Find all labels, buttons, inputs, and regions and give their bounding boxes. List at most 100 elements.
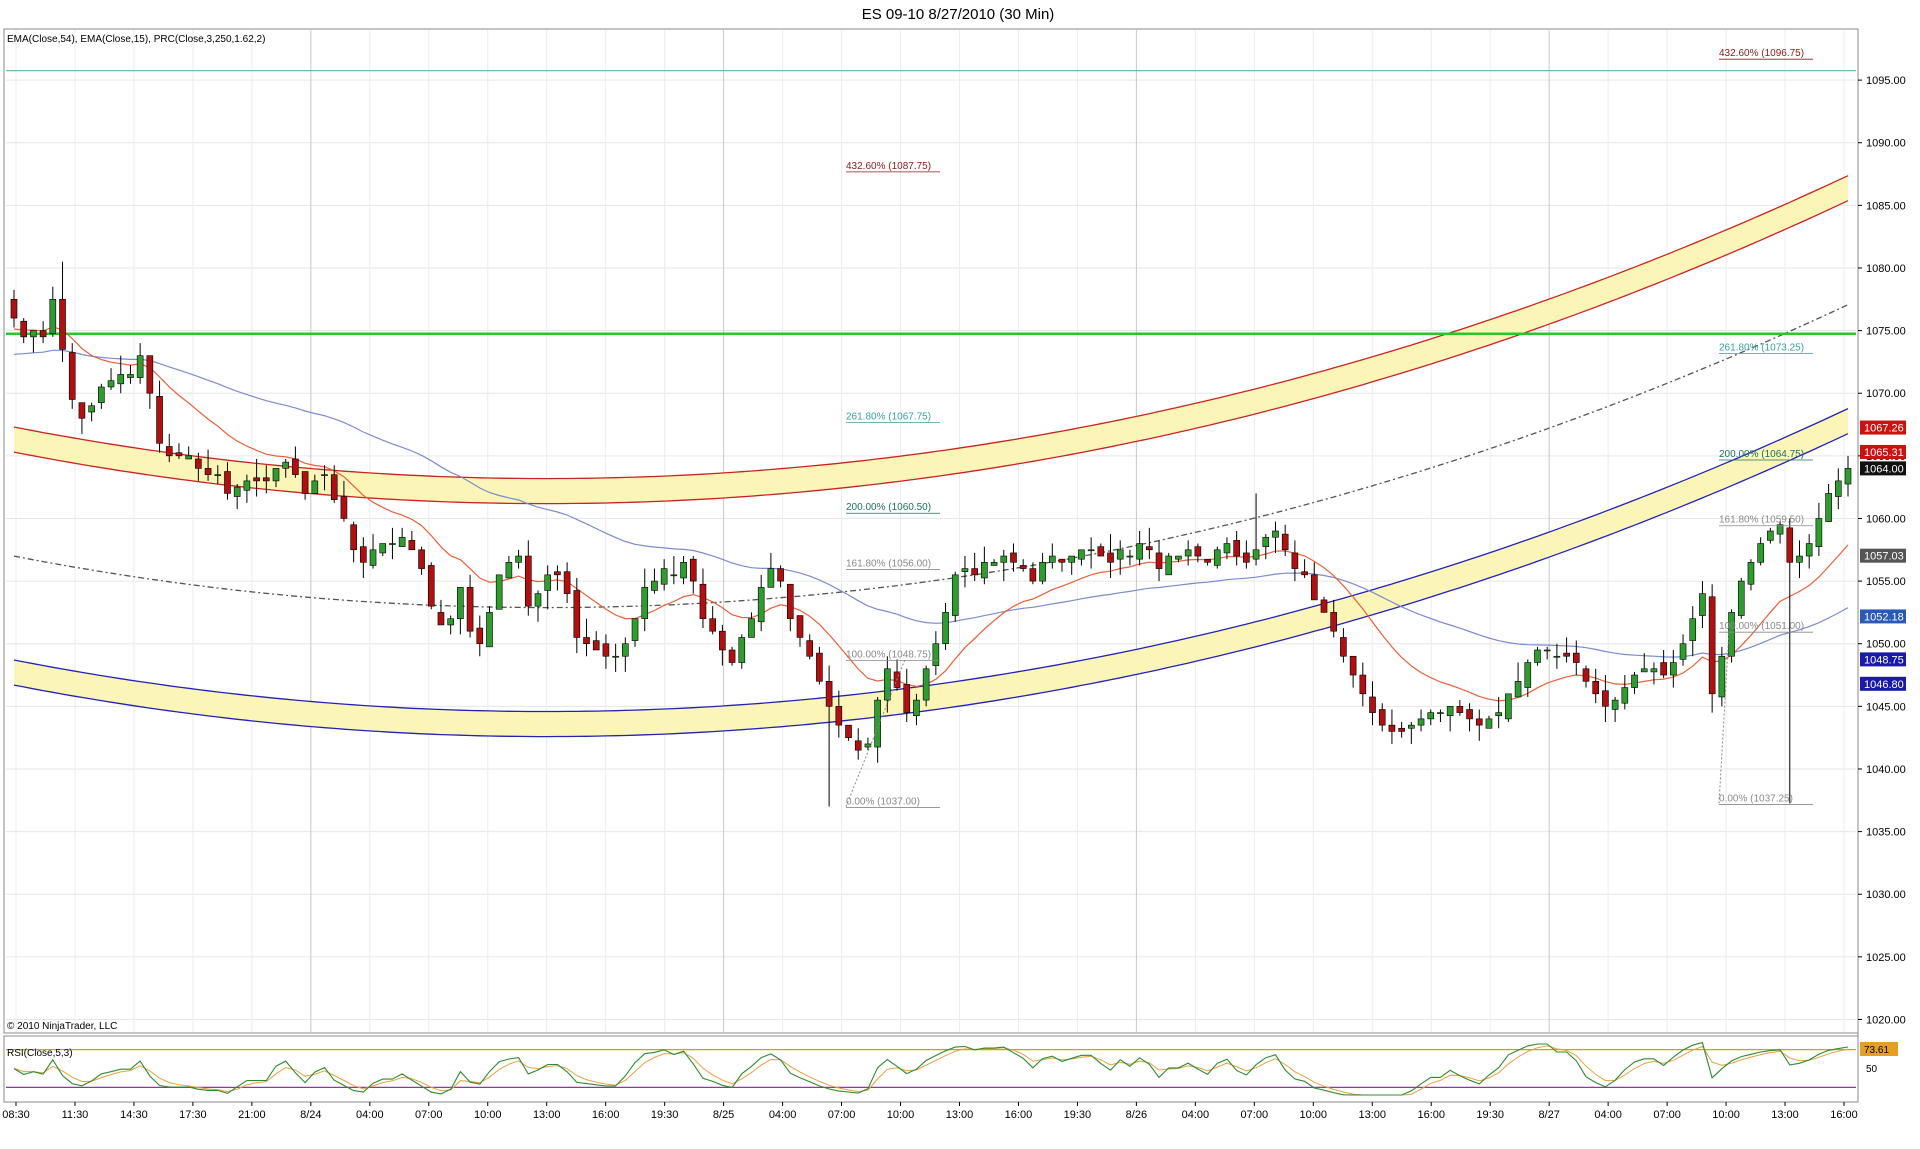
up-candle bbox=[1844, 468, 1852, 485]
lower-band-outer bbox=[13, 433, 1849, 738]
down-candle bbox=[816, 652, 823, 682]
y-tick-label: 1055.00 bbox=[1866, 576, 1906, 588]
rsi-plot bbox=[6, 1041, 1856, 1096]
down-candle bbox=[796, 615, 804, 638]
down-candle bbox=[78, 402, 86, 419]
up-candle bbox=[495, 574, 503, 610]
x-tick-label: 8/26 bbox=[1126, 1109, 1147, 1121]
up-candle bbox=[98, 386, 105, 403]
price-badge-text: 1057.03 bbox=[1864, 551, 1904, 563]
down-candle bbox=[476, 627, 484, 645]
up-candle bbox=[447, 618, 454, 626]
prc-midline bbox=[13, 304, 1849, 609]
x-tick-label: 16:00 bbox=[1830, 1109, 1858, 1121]
down-candle bbox=[1786, 527, 1794, 563]
down-candle bbox=[1029, 568, 1037, 582]
x-tick-label: 19:30 bbox=[651, 1109, 679, 1121]
lower-band-inner bbox=[13, 408, 1849, 713]
down-candle bbox=[165, 446, 173, 457]
up-candle bbox=[117, 374, 125, 385]
down-candle bbox=[253, 477, 260, 482]
up-candle bbox=[922, 668, 930, 701]
up-candle bbox=[660, 568, 668, 585]
x-tick-label: 13:00 bbox=[1358, 1109, 1386, 1121]
fib-label: 161.80% (1056.00) bbox=[846, 559, 931, 570]
y-tick-label: 1040.00 bbox=[1866, 764, 1906, 776]
fib-label: 161.80% (1059.50) bbox=[1719, 515, 1804, 526]
y-axis: 1095.00 1090.00 1085.00 1080.00 1075.00 1070.… bbox=[1858, 75, 1906, 1026]
down-candle bbox=[825, 680, 833, 707]
rsi-panel[interactable] bbox=[3, 1035, 1859, 1103]
horizontal-lines bbox=[6, 70, 1856, 335]
down-candle bbox=[806, 640, 814, 657]
down-candle bbox=[68, 352, 76, 400]
down-candle bbox=[340, 496, 348, 519]
ema54-line bbox=[13, 349, 1849, 658]
up-candle bbox=[651, 580, 658, 591]
up-candle bbox=[127, 374, 134, 378]
down-candle bbox=[1097, 546, 1105, 557]
up-candle bbox=[214, 474, 222, 476]
x-tick-label: 19:30 bbox=[1476, 1109, 1504, 1121]
up-candle bbox=[1048, 555, 1056, 563]
up-candle bbox=[1543, 649, 1551, 652]
down-candle bbox=[573, 590, 581, 638]
price-badge-text: 1065.31 bbox=[1864, 447, 1904, 459]
down-candle bbox=[427, 565, 435, 607]
down-candle bbox=[408, 540, 416, 551]
upper-band-inner bbox=[13, 200, 1849, 505]
down-candle bbox=[1466, 709, 1473, 720]
rsi-level-label: 50 bbox=[1866, 1064, 1878, 1075]
down-candle bbox=[1369, 696, 1376, 713]
up-candle bbox=[1437, 712, 1444, 714]
up-candle bbox=[1679, 643, 1687, 660]
down-candle bbox=[1058, 558, 1066, 563]
up-candle bbox=[1252, 549, 1260, 560]
x-tick-label: 07:00 bbox=[828, 1109, 856, 1121]
down-candle bbox=[466, 587, 474, 632]
x-tick-label: 14:30 bbox=[120, 1109, 148, 1121]
down-candle bbox=[1204, 558, 1211, 563]
fib-label: 261.80% (1067.75) bbox=[846, 411, 931, 422]
up-candle bbox=[398, 536, 406, 547]
fib-anchor-line bbox=[1718, 631, 1730, 804]
up-candle bbox=[757, 587, 765, 623]
down-candle bbox=[204, 468, 212, 475]
rsi-value-badge-bg bbox=[1860, 1042, 1898, 1056]
down-candle bbox=[146, 355, 154, 394]
x-tick-label: 07:00 bbox=[1653, 1109, 1681, 1121]
down-candle bbox=[1388, 724, 1396, 732]
up-candle bbox=[88, 405, 95, 413]
up-candle bbox=[369, 549, 377, 566]
down-candle bbox=[224, 471, 231, 494]
down-candle bbox=[1378, 709, 1386, 726]
x-tick-label: 19:30 bbox=[1064, 1109, 1092, 1121]
down-candle bbox=[903, 684, 911, 713]
up-candle bbox=[884, 668, 891, 701]
price-badge-text: 1052.18 bbox=[1864, 611, 1904, 623]
down-candle bbox=[709, 618, 716, 632]
down-candle bbox=[1602, 690, 1609, 707]
up-candle bbox=[107, 380, 115, 388]
down-candle bbox=[1233, 540, 1240, 557]
up-candle bbox=[1767, 530, 1774, 541]
up-candle bbox=[641, 587, 649, 619]
up-candle bbox=[1757, 543, 1764, 563]
down-candle bbox=[786, 583, 794, 619]
up-candle bbox=[874, 699, 881, 748]
up-candle bbox=[1737, 580, 1745, 616]
up-candle bbox=[631, 618, 639, 641]
down-candle bbox=[1291, 552, 1299, 569]
x-axis: 08:30 11:30 14:30 17:30 21:00 8/24 04:00 07:00 1… bbox=[2, 1102, 1858, 1121]
up-candle bbox=[1087, 549, 1095, 552]
down-candle bbox=[835, 706, 843, 726]
up-candle bbox=[1223, 543, 1231, 554]
down-candle bbox=[437, 612, 445, 626]
up-candle bbox=[1000, 555, 1008, 563]
copyright-label: © 2010 NinjaTrader, LLC bbox=[7, 1021, 117, 1032]
rsi-indicator-label: RSI(Close,5,3) bbox=[7, 1048, 73, 1059]
down-candle bbox=[728, 649, 736, 663]
fibonacci-extensions: 432.60% (1087.75) 261.80% (1067.75) 200.00… bbox=[845, 48, 1813, 808]
x-tick-label: 8/27 bbox=[1538, 1109, 1559, 1121]
